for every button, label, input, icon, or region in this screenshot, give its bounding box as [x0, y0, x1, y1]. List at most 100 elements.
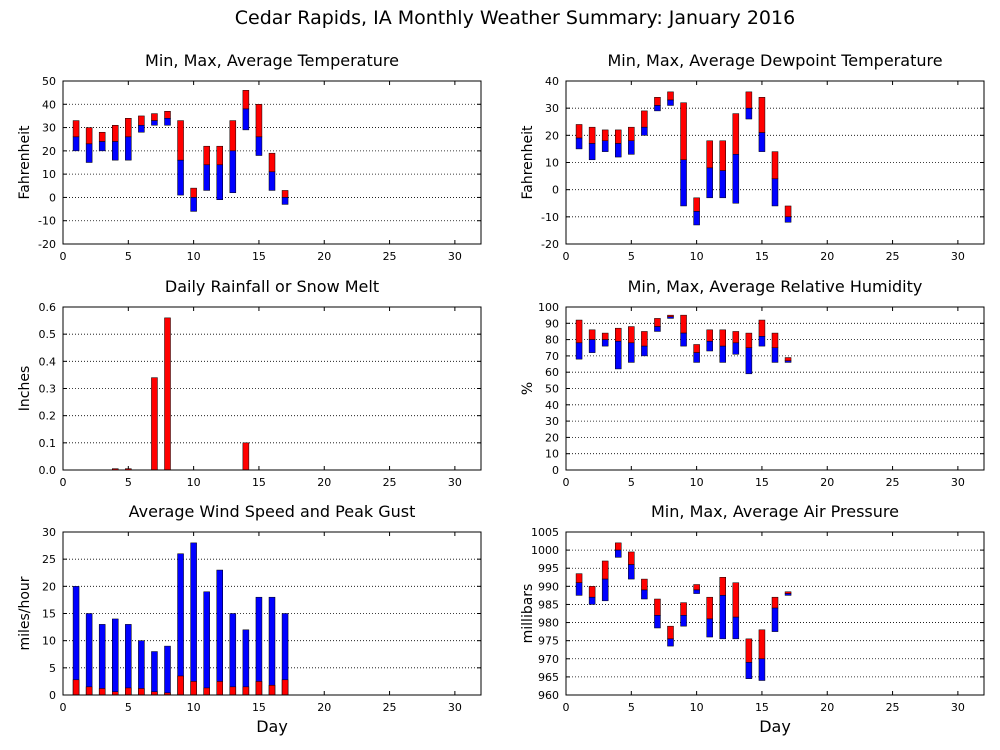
- bar-upper-segment: [771, 596, 779, 609]
- x-tick-label: 25: [383, 701, 397, 714]
- plot-frame: [62, 80, 482, 245]
- bar-upper-segment: [112, 124, 119, 142]
- bar-lower-segment: [654, 105, 661, 112]
- bar-lower-segment: [615, 340, 622, 370]
- y-tick-label: 0: [49, 689, 56, 702]
- y-tick-label: 40: [545, 75, 559, 88]
- y-tick-label: 0.6: [39, 301, 57, 314]
- bar-lower-segment: [628, 342, 635, 363]
- bar-lower-segment: [771, 347, 779, 363]
- bar-upper-segment: [628, 551, 635, 565]
- bar-upper-segment: [654, 318, 661, 327]
- x-tick-label: 5: [628, 250, 635, 263]
- y-tick-label: 15: [42, 608, 56, 621]
- bar-lower-segment: [641, 126, 648, 136]
- y-tick-label: 0.1: [39, 437, 57, 450]
- bar-red: [229, 686, 237, 696]
- bar: [164, 317, 171, 471]
- bar-upper-segment: [745, 332, 753, 348]
- bar-upper-segment: [98, 131, 106, 142]
- bar: [242, 442, 250, 471]
- y-tick-label: 990: [538, 580, 559, 593]
- bar-upper-segment: [641, 578, 648, 591]
- bar-upper-segment: [706, 596, 713, 620]
- panel-humidity: Min, Max, Average Relative Humidity 0 10 20…: [520, 277, 985, 489]
- plot-frame: [565, 80, 985, 245]
- x-tick-label: 0: [60, 701, 67, 714]
- bar-lower-segment: [628, 140, 635, 155]
- y-tick-label: 40: [42, 98, 56, 111]
- x-tick-label: 5: [125, 701, 132, 714]
- x-tick-label: 0: [60, 250, 67, 263]
- y-tick-label: 995: [538, 562, 559, 575]
- bar-lower-segment: [151, 120, 158, 126]
- bar-upper-segment: [588, 126, 596, 144]
- bar-lower-segment: [706, 340, 713, 352]
- y-tick-label: 10: [545, 448, 559, 461]
- bar-upper-segment: [268, 152, 276, 173]
- bar-red: [216, 681, 223, 696]
- x-tick-label: 30: [448, 250, 462, 263]
- y-tick-label: 10: [545, 157, 559, 170]
- bar-red: [125, 687, 132, 696]
- bar-red: [138, 688, 145, 696]
- bar-lower-segment: [667, 316, 674, 319]
- bar-lower-segment: [758, 132, 766, 152]
- bar-lower-segment: [575, 137, 583, 150]
- bar-lower-segment: [693, 589, 700, 594]
- bar-upper-segment: [575, 573, 583, 583]
- y-tick-label: 10: [42, 635, 56, 648]
- bar-upper-segment: [667, 91, 674, 101]
- bar-upper-segment: [745, 638, 753, 663]
- bar-lower-segment: [588, 143, 596, 161]
- y-tick-label: 960: [538, 689, 559, 702]
- bar-lower-segment: [706, 618, 713, 638]
- bar-blue: [164, 645, 171, 696]
- bar-lower-segment: [242, 108, 250, 131]
- y-tick-label: 975: [538, 635, 559, 648]
- bar-upper-segment: [745, 91, 753, 109]
- y-axis-label: Inches: [17, 366, 33, 411]
- bar-red: [242, 686, 250, 696]
- bar-lower-segment: [268, 171, 276, 191]
- bar-upper-segment: [719, 140, 726, 171]
- y-tick-label: -20: [38, 238, 56, 251]
- bar-upper-segment: [680, 314, 687, 334]
- bar-lower-segment: [628, 564, 635, 580]
- bar-lower-segment: [641, 589, 648, 600]
- bar-upper-segment: [693, 344, 700, 353]
- bar-upper-segment: [758, 629, 766, 660]
- bar-lower-segment: [706, 167, 713, 199]
- bar-upper-segment: [732, 331, 740, 344]
- bar-lower-segment: [641, 345, 648, 357]
- plot-frame: [62, 306, 482, 471]
- x-tick-label: 25: [886, 701, 900, 714]
- bar-red: [98, 688, 106, 696]
- bar-upper-segment: [628, 126, 635, 142]
- bar-upper-segment: [588, 586, 596, 598]
- bar-lower-segment: [190, 197, 197, 212]
- bar-upper-segment: [641, 110, 648, 128]
- bar-upper-segment: [601, 560, 609, 580]
- bar-lower-segment: [693, 352, 700, 363]
- bar-red: [281, 679, 289, 696]
- bar-lower-segment: [719, 170, 726, 199]
- chart-title: Daily Rainfall or Snow Melt: [165, 277, 379, 296]
- bar-lower-segment: [745, 107, 753, 120]
- x-tick-label: 25: [886, 250, 900, 263]
- y-tick-label: 50: [545, 383, 559, 396]
- bar-upper-segment: [628, 326, 635, 344]
- bar-upper-segment: [190, 187, 197, 198]
- plot-frame: [565, 306, 985, 471]
- bar-lower-segment: [654, 615, 661, 629]
- x-tick-label: 5: [125, 476, 132, 489]
- bar-upper-segment: [588, 329, 596, 340]
- y-axis-label: %: [520, 382, 536, 395]
- y-tick-label: 985: [538, 598, 559, 611]
- bar-lower-segment: [588, 596, 596, 605]
- y-tick-label: 10: [42, 168, 56, 181]
- bar-upper-segment: [177, 120, 184, 161]
- x-tick-label: 15: [755, 701, 769, 714]
- bar-blue: [138, 640, 145, 696]
